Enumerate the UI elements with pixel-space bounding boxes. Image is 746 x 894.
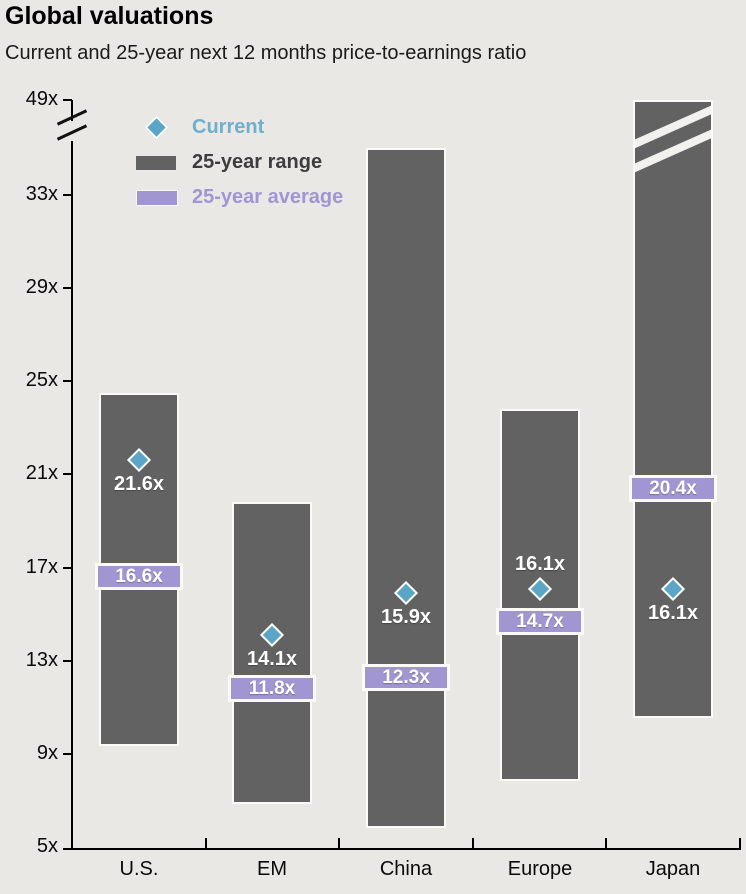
y-tick-label: 17x [25,556,58,578]
current-value-label: 14.1x [246,648,298,670]
chart-title: Global valuations [5,2,214,30]
legend-item-average: 25-year average [136,180,343,215]
category-label: EM [257,858,287,880]
y-tick-label: 25x [25,369,58,391]
y-axis-line [71,100,73,121]
y-tick-label: 29x [25,276,58,298]
axis-break-icon [56,124,88,141]
x-tick [472,838,474,849]
current-diamond-icon [144,115,169,140]
average-band: 20.4x [629,475,717,502]
y-tick-label: 13x [25,649,58,671]
range-bar [232,502,312,804]
current-value-label: 21.6x [113,473,165,495]
y-tick [63,380,72,382]
average-swatch-icon [136,189,178,206]
range-bar [633,100,713,718]
legend-item-range: 25-year range [136,145,343,180]
chart-subtitle: Current and 25-year next 12 months price… [5,42,527,64]
y-axis-line [71,141,73,850]
x-tick [338,838,340,849]
y-tick [63,473,72,475]
legend: Current 25-year range 25-year average [136,110,343,215]
legend-marker-cell [136,155,182,170]
y-tick [63,660,72,662]
y-tick-label: 33x [25,183,58,205]
legend-label-current: Current [192,116,265,138]
y-tick [63,287,72,289]
y-tick-label: 49x [25,88,58,110]
y-tick-label: 5x [36,835,58,857]
average-band: 16.6x [95,563,183,590]
average-band: 12.3x [362,664,450,691]
legend-item-current: Current [136,110,343,145]
current-value-label: 15.9x [380,606,432,628]
range-bar [366,148,446,828]
y-tick [63,99,72,101]
legend-marker-cell [136,189,182,206]
y-tick [63,753,72,755]
category-label: U.S. [119,858,159,880]
y-tick [63,194,72,196]
category-label: Japan [645,858,701,880]
category-label: China [379,858,433,880]
legend-marker-cell [136,115,182,140]
legend-label-average: 25-year average [192,186,344,208]
current-value-label: 16.1x [514,553,566,575]
y-tick-label: 9x [36,742,58,764]
average-band: 11.8x [228,675,316,702]
average-band: 14.7x [496,608,584,635]
x-tick [739,838,741,849]
y-tick-label: 21x [25,462,58,484]
x-axis-line [63,848,741,850]
current-value-label: 16.1x [647,602,699,624]
legend-label-range: 25-year range [192,151,323,173]
y-tick [63,567,72,569]
x-tick [205,838,207,849]
x-tick [605,838,607,849]
category-label: Europe [507,858,573,880]
range-swatch-icon [136,155,176,170]
